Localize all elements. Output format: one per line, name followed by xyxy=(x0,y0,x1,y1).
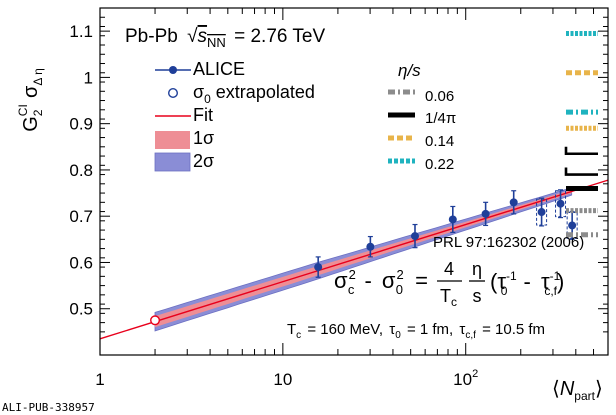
legend-band2-swatch xyxy=(154,152,191,172)
fit-line-layer xyxy=(99,179,609,340)
svg-text:Tc: Tc xyxy=(440,286,457,309)
band-1sigma xyxy=(155,189,572,328)
fit-line xyxy=(99,179,609,340)
eta-s-markers xyxy=(154,30,598,238)
uncertainty-bands xyxy=(154,187,573,332)
svg-text:η: η xyxy=(472,259,482,279)
axes xyxy=(99,7,609,356)
legend-band1-label: 1σ xyxy=(193,128,214,148)
y-tick-label: 0.5 xyxy=(69,300,93,319)
y-tick-label: 0.7 xyxy=(69,207,93,226)
svg-text:4: 4 xyxy=(444,259,454,279)
system-label: Pb-Pb √sNN = 2.76 TeV xyxy=(125,26,325,52)
legend-extrapolated-label: σ0 extrapolated xyxy=(193,82,315,106)
alice-point xyxy=(366,242,375,251)
legend-extrapolated-marker xyxy=(167,87,178,98)
plot-frame xyxy=(99,7,609,356)
y-tick-label: 1.1 xyxy=(69,22,93,41)
alice-point xyxy=(410,232,419,241)
alice-points xyxy=(150,189,578,326)
alice-point xyxy=(314,263,323,272)
y-tick-label: 0.9 xyxy=(69,115,93,134)
legend-alice-label: ALICE xyxy=(193,59,245,79)
y-tick-label: 0.6 xyxy=(69,253,93,272)
alice-syst-box xyxy=(555,190,567,218)
legend-band1-swatch xyxy=(155,131,190,149)
x-tick-label: 10 xyxy=(273,370,292,389)
y-tick-label: 0.8 xyxy=(69,161,93,180)
y-axis-label: GCI2 σΔ η xyxy=(16,68,47,132)
formula: σ2 c - σ2 0 = 4 Tc η s (τ-1 0 - τ-1 c,f) xyxy=(334,259,564,309)
eta-s-model-marker xyxy=(564,167,598,176)
eta-s-label-0: 0.06 xyxy=(425,88,454,105)
params-label: Tc = 160 MeV, τ0 = 1 fm, τc,f = 10.5 fm xyxy=(287,321,545,342)
eta-s-label-1: 1/4π xyxy=(425,110,456,127)
alice-point xyxy=(448,215,457,224)
svg-text:s: s xyxy=(473,286,482,306)
legend-fit-label: Fit xyxy=(193,105,213,125)
alice-point xyxy=(568,221,577,230)
alice-point xyxy=(481,209,490,218)
reference-label: PRL 97:162302 (2006) xyxy=(433,234,584,251)
alice-point xyxy=(537,208,546,217)
eta-s-label-2: 0.14 xyxy=(425,133,454,150)
eta-s-title: η/s xyxy=(398,61,421,80)
svg-text:(τ-10 - τ-1c,f: (τ-1 0 - τ-1 c,f) xyxy=(490,269,564,300)
alice-point xyxy=(509,198,518,207)
alice-syst-box xyxy=(536,198,548,226)
footer-id: ALI-PUB-338957 xyxy=(2,401,95,414)
x-tick-label: 1 xyxy=(95,370,104,389)
legend-band2-label: 2σ xyxy=(193,151,214,171)
svg-text:σ2c - σ20: σ2 c - σ2 0 = xyxy=(334,267,428,299)
alice-point xyxy=(556,199,565,208)
svg-text:GCI2 σΔ η: GCI2 σΔ η xyxy=(16,68,47,132)
annotations: Pb-Pb √sNN = 2.76 TeV ALICE σ0 extrapola… xyxy=(2,22,603,414)
eta-s-model-marker xyxy=(564,146,598,156)
x-tick-label: 102 xyxy=(453,368,478,389)
x-axis-label: ⟨Npart⟩ xyxy=(552,378,603,403)
y-tick-label: 1 xyxy=(84,68,93,87)
extrapolated-point xyxy=(150,315,161,326)
eta-s-label-3: 0.22 xyxy=(425,156,454,173)
